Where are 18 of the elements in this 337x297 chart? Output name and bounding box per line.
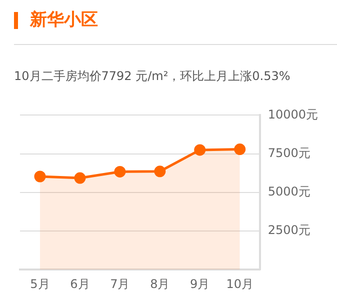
y-tick-label: 5000元 [268,184,310,199]
x-tick-label: 5月 [30,276,50,291]
x-tick-label: 7月 [110,276,130,291]
x-tick-label: 8月 [150,276,170,291]
point [34,170,46,182]
y-tick-label: 7500元 [268,146,310,160]
point [154,166,166,178]
x-tick-label: 6月 [70,276,90,291]
y-tick-label: 10000元 [268,107,318,122]
point [234,144,246,156]
x-tick-label: 9月 [190,276,210,291]
point [74,172,86,184]
chart-subtitle: 10月二手房均价7792 元/m²，环比上月上涨0.53% [14,68,290,85]
x-tick-label: 10月 [226,276,254,291]
point [194,144,206,156]
y-tick-label: 2500元 [268,223,310,238]
chart-title: 新华小区 [30,9,98,31]
point [114,166,126,178]
